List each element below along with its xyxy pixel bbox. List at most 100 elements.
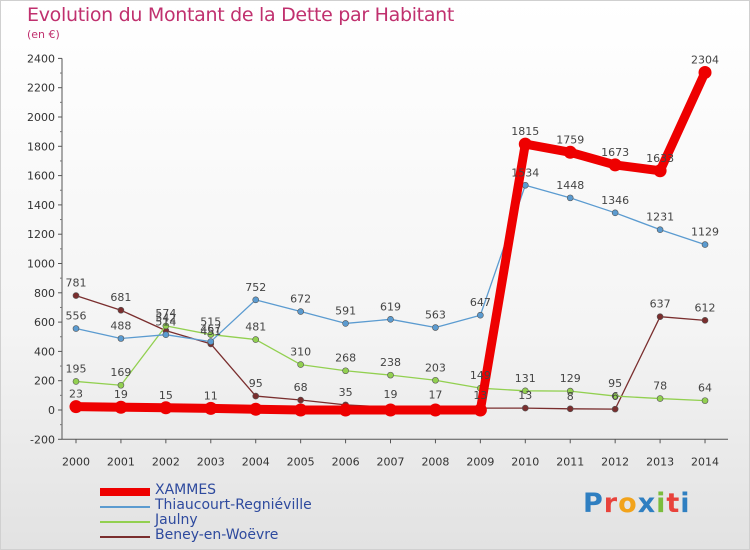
data-point (252, 336, 260, 343)
data-label: 647 (470, 296, 491, 309)
data-label: 1633 (646, 152, 674, 165)
data-label: 13 (518, 389, 532, 402)
data-label: 23 (69, 388, 83, 401)
y-tick-label: -200 (30, 433, 55, 446)
y-tick-label: 1400 (27, 199, 55, 212)
data-point (297, 308, 304, 315)
brand-letter: o (618, 488, 638, 519)
x-tick-label: 2005 (287, 455, 315, 468)
data-label: 268 (335, 352, 356, 365)
data-label: 95 (608, 377, 622, 390)
x-tick-label: 2008 (421, 455, 449, 468)
data-point (72, 378, 80, 385)
data-point (72, 292, 80, 299)
data-point (339, 403, 353, 417)
data-point (117, 306, 125, 314)
data-label: 591 (335, 304, 356, 317)
data-label: 11 (204, 389, 218, 402)
data-label: 78 (653, 380, 667, 393)
data-label: 612 (695, 301, 716, 314)
x-tick-label: 2011 (556, 455, 584, 468)
data-point (159, 401, 173, 415)
data-point (117, 335, 125, 342)
data-point (162, 331, 170, 338)
data-label: 467 (200, 323, 221, 336)
chart-title: Evolution du Montant de la Dette par Hab… (27, 4, 455, 26)
data-point (701, 241, 709, 248)
data-label: 149 (470, 369, 491, 382)
data-point (566, 387, 574, 395)
y-tick-label: 400 (34, 345, 55, 358)
data-label: 1231 (646, 211, 674, 224)
data-point (521, 404, 529, 412)
proxiti-logo: Proxiti (583, 488, 691, 519)
y-tick-label: 2000 (27, 111, 55, 124)
data-label: 19 (114, 388, 128, 401)
data-label: 1759 (556, 133, 584, 146)
y-tick-label: 200 (34, 375, 55, 388)
data-label: 563 (425, 309, 446, 322)
x-tick-label: 2003 (197, 455, 225, 468)
x-tick-label: 2001 (107, 455, 135, 468)
data-label: 203 (425, 361, 446, 374)
legend-item: Beney-en-Woëvre (100, 527, 360, 545)
data-point (477, 311, 484, 319)
data-label: 619 (380, 300, 401, 313)
x-tick-label: 2004 (242, 455, 270, 468)
data-point (297, 396, 304, 404)
data-label: 488 (110, 320, 131, 333)
data-point (432, 324, 439, 331)
data-point (656, 313, 664, 320)
data-label: 481 (245, 321, 266, 334)
y-tick-label: 1600 (27, 170, 55, 183)
data-label: 574 (155, 307, 176, 320)
data-label: 515 (200, 316, 221, 329)
data-point (656, 226, 664, 233)
data-point (297, 361, 304, 368)
legend-swatch (100, 488, 150, 496)
data-label: 310 (290, 346, 311, 359)
data-label: 681 (110, 291, 131, 304)
y-tick-label: 2400 (27, 52, 55, 65)
chart-subtitle: (en €) (27, 28, 60, 41)
data-label: 514 (155, 316, 176, 329)
data-label: 68 (294, 381, 308, 394)
data-label: 131 (515, 372, 536, 385)
x-tick-label: 2007 (377, 455, 405, 468)
data-point (611, 405, 619, 413)
brand-letter: r (603, 488, 619, 519)
data-point (701, 397, 709, 404)
legend-label: Beney-en-Woëvre (155, 527, 279, 543)
y-tick-label: 1200 (27, 228, 55, 241)
brand-letter: P (583, 488, 604, 519)
data-label: 15 (159, 389, 173, 402)
brand-letter: i (656, 488, 667, 519)
data-label: 64 (698, 382, 712, 395)
x-tick-label: 2002 (152, 455, 180, 468)
legend-label: XAMMES (155, 482, 217, 498)
data-point (698, 65, 712, 79)
data-label: 169 (110, 366, 131, 379)
y-tick-label: 2200 (27, 82, 55, 95)
data-point (611, 392, 619, 400)
brand-letter: i (680, 488, 691, 519)
data-label: 1448 (556, 179, 584, 192)
y-tick-label: 1800 (27, 140, 55, 153)
data-label: 19 (384, 388, 398, 401)
legend-label: Thiaucourt-Regniéville (155, 497, 312, 513)
legend-label: Jaulny (155, 512, 198, 528)
x-tick-label: 2006 (332, 455, 360, 468)
x-tick-label: 2013 (646, 455, 674, 468)
data-label: 129 (560, 372, 581, 385)
legend-swatch (100, 536, 150, 538)
data-point (656, 395, 664, 402)
data-point (252, 296, 260, 304)
data-point (342, 367, 349, 375)
brand-letter: t (666, 488, 681, 519)
data-point (608, 158, 622, 172)
data-label: 2304 (691, 53, 719, 66)
data-point (387, 371, 394, 379)
legend-swatch (100, 506, 150, 508)
